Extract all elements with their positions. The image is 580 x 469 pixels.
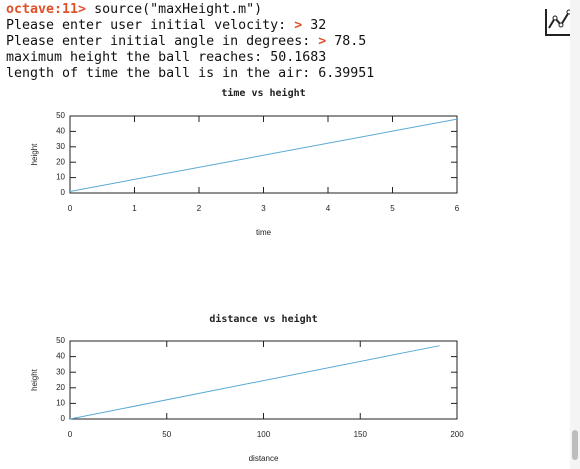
prompt: octave:11> (6, 2, 87, 17)
x-tick-label: 2 (197, 204, 202, 213)
y-tick-label: 0 (61, 188, 66, 197)
y-axis-label: height (30, 143, 39, 166)
input-marker: > (294, 18, 303, 33)
terminal-line: length of time the ball is in the air: 6… (6, 66, 374, 82)
plot-icon[interactable] (543, 6, 575, 38)
terminal-line: maximum height the ball reaches: 50.1683 (6, 50, 374, 66)
y-tick-label: 0 (61, 414, 66, 423)
output: Please enter initial angle in degrees: (6, 34, 311, 49)
y-tick-label: 30 (56, 367, 65, 376)
output: Please enter user initial velocity: (6, 18, 287, 33)
x-tick-label: 6 (455, 204, 460, 213)
terminal-line: Please enter initial angle in degrees: >… (6, 34, 374, 50)
data-line (69, 345, 440, 420)
x-axis-label: distance (249, 454, 279, 463)
x-tick-label: 150 (354, 430, 368, 439)
terminal-line: Please enter user initial velocity: > 32 (6, 18, 374, 34)
x-tick-label: 0 (68, 204, 73, 213)
y-axis-label: height (30, 368, 39, 391)
scrollbar[interactable] (570, 0, 580, 469)
output: 50.1683 (270, 50, 327, 65)
y-tick-label: 20 (56, 157, 65, 166)
y-tick-label: 50 (56, 336, 65, 345)
x-tick-label: 4 (326, 204, 331, 213)
input: 78.5 (334, 34, 367, 49)
x-axis-label: time (256, 228, 272, 237)
plot-frame (69, 115, 458, 194)
input-marker: > (318, 34, 327, 49)
command: source("maxHeight.m") (94, 2, 263, 17)
y-tick-label: 40 (56, 127, 65, 136)
x-tick-label: 100 (257, 430, 271, 439)
y-tick-label: 20 (56, 383, 65, 392)
input: 32 (310, 18, 327, 33)
x-tick-label: 0 (68, 430, 73, 439)
data-line (69, 118, 458, 192)
y-tick-label: 10 (56, 399, 65, 408)
x-tick-label: 200 (450, 430, 464, 439)
x-tick-label: 1 (132, 204, 137, 213)
output: length of time the ball is in the air: (6, 66, 311, 81)
y-tick-label: 10 (56, 173, 65, 182)
x-tick-label: 5 (390, 204, 395, 213)
output: 6.39951 (318, 66, 375, 81)
output: maximum height the ball reaches: (6, 50, 263, 65)
scroll-thumb[interactable] (572, 430, 578, 460)
plot-title: distance vs height (209, 313, 317, 325)
terminal: octave:11> source("maxHeight.m") Please e… (6, 2, 374, 82)
y-tick-label: 30 (56, 142, 65, 151)
y-tick-label: 40 (56, 352, 65, 361)
x-tick-label: 3 (261, 204, 266, 213)
terminal-line: octave:11> source("maxHeight.m") (6, 2, 374, 18)
y-tick-label: 50 (56, 111, 65, 120)
plot-title: time vs height (221, 87, 305, 99)
x-tick-label: 50 (162, 430, 171, 439)
